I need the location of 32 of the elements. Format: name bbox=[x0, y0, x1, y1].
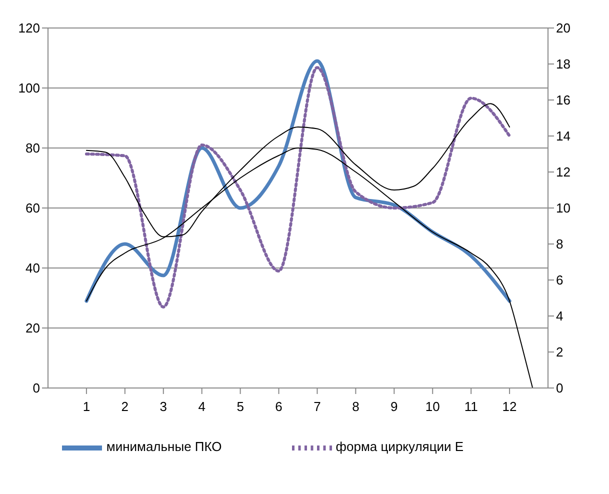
y-tick-label: 40 bbox=[26, 260, 40, 276]
x-tick-label: 2 bbox=[121, 399, 129, 414]
x-tick-label: 7 bbox=[314, 399, 321, 414]
y2-tick-label: 0 bbox=[556, 380, 564, 396]
y-tick-label: 0 bbox=[32, 380, 40, 396]
x-tick-label: 11 bbox=[464, 399, 478, 414]
x-tick-label: 9 bbox=[390, 399, 398, 414]
y2-tick-label: 16 bbox=[556, 92, 570, 108]
y2-tick-label: 14 bbox=[556, 128, 570, 144]
y2-tick-label: 18 bbox=[556, 56, 570, 72]
y2-tick-label: 8 bbox=[556, 236, 564, 252]
x-tick-label: 4 bbox=[198, 399, 206, 414]
y2-tick-label: 2 bbox=[556, 344, 564, 360]
x-tick-label: 5 bbox=[236, 399, 244, 414]
x-tick-label: 1 bbox=[82, 399, 90, 414]
y2-tick-label: 4 bbox=[556, 308, 564, 324]
x-tick-label: 10 bbox=[425, 399, 440, 414]
y-tick-label: 80 bbox=[26, 140, 40, 156]
y2-tick-label: 20 bbox=[556, 20, 570, 36]
y-tick-label: 60 bbox=[26, 200, 40, 216]
x-tick-label: 6 bbox=[275, 399, 282, 414]
y-tick-label: 120 bbox=[18, 20, 40, 36]
y2-tick-label: 10 bbox=[556, 200, 570, 216]
y2-tick-label: 6 bbox=[556, 272, 564, 288]
y-tick-label: 100 bbox=[18, 80, 40, 96]
y2-tick-label: 12 bbox=[556, 164, 570, 180]
x-tick-label: 12 bbox=[502, 399, 517, 414]
legend-label: форма циркуляции Е bbox=[336, 439, 464, 454]
x-tick-label: 3 bbox=[160, 399, 167, 414]
x-tick-label: 8 bbox=[352, 399, 360, 414]
legend-label: минимальные ПКО bbox=[106, 439, 222, 454]
y-tick-label: 20 bbox=[26, 320, 40, 336]
